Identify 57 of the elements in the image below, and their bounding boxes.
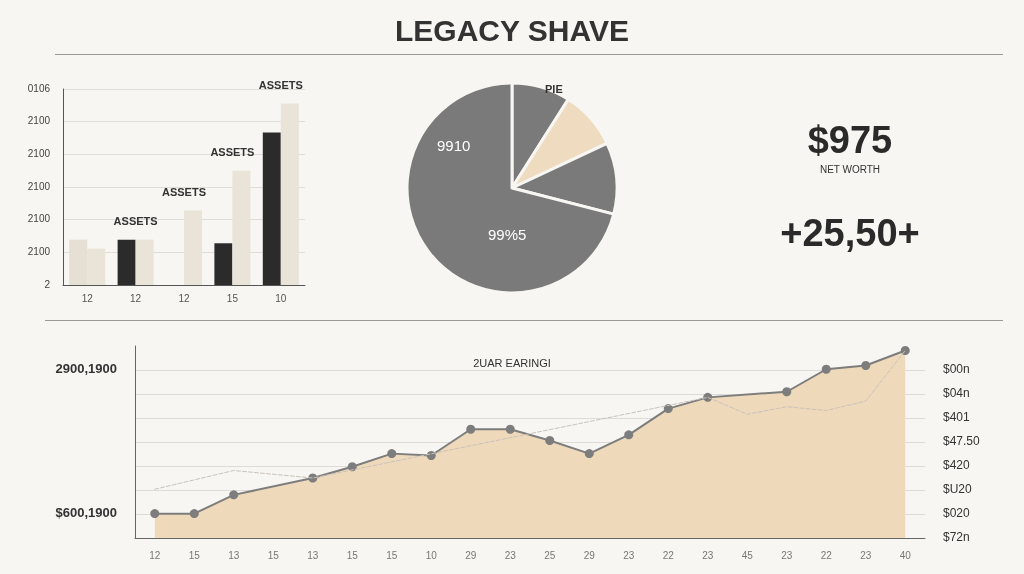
annotation: ASSETS xyxy=(162,186,207,199)
x-tick-label: 23 xyxy=(702,549,714,561)
x-tick-label: 12 xyxy=(149,549,161,561)
text: 2UAR EARINGI xyxy=(473,356,551,369)
x-tick-label: 15 xyxy=(386,549,398,561)
x-tick-label: 29 xyxy=(583,549,596,561)
text: 9910 xyxy=(437,137,471,154)
text: $600,1900 xyxy=(55,505,117,520)
x-tick-label: 13 xyxy=(307,549,319,561)
x-tick-label: 23 xyxy=(623,549,635,561)
x-tick-label: 29 xyxy=(465,549,477,561)
text: $420 xyxy=(943,458,971,472)
x-tick-label: 23 xyxy=(504,549,517,561)
text: 2100 xyxy=(27,115,51,127)
text: 2900,1900 xyxy=(55,361,117,376)
x-tick-label: 22 xyxy=(820,549,833,561)
text: 2100 xyxy=(27,180,51,192)
x-tick-label: 15 xyxy=(188,549,201,561)
text: 2100 xyxy=(27,245,51,257)
bar xyxy=(262,132,281,285)
bar xyxy=(117,239,136,285)
text: 2100 xyxy=(27,213,51,225)
text: 2100 xyxy=(27,147,51,159)
x-tick-label: 22 xyxy=(662,549,675,561)
x-tick-label: 13 xyxy=(228,549,240,561)
text: $47.50 xyxy=(943,434,981,448)
x-tick-label: 15 xyxy=(226,292,239,304)
text: $04n xyxy=(943,386,970,400)
annotation: ASSETS xyxy=(210,146,255,159)
x-tick-label: 12 xyxy=(81,292,94,304)
x-tick-label: 10 xyxy=(425,549,438,561)
bar xyxy=(214,243,233,285)
text: 99%5 xyxy=(488,226,527,243)
text: ASSETS xyxy=(258,79,303,92)
text: $72n xyxy=(943,530,970,544)
text: NET WORTH xyxy=(818,163,882,175)
x-tick-label: 23 xyxy=(781,549,793,561)
x-tick-label: 12 xyxy=(130,292,142,304)
text: 0106 xyxy=(27,82,51,94)
text: $020 xyxy=(943,506,971,520)
x-tick-label: 45 xyxy=(741,549,754,561)
x-tick-label: 12 xyxy=(178,292,190,304)
text: $U20 xyxy=(943,482,973,496)
text: +25,50+ xyxy=(779,211,921,255)
text: $00n xyxy=(943,362,970,376)
x-tick-label: 10 xyxy=(275,292,287,304)
x-tick-label: 15 xyxy=(267,549,280,561)
x-tick-label: 25 xyxy=(544,549,556,561)
text: 2 xyxy=(44,278,51,290)
text: $401 xyxy=(943,410,971,424)
text: LEGACY SHAVE xyxy=(394,14,630,48)
text: $975 xyxy=(806,119,894,162)
chart-title: PIE xyxy=(545,82,563,95)
x-tick-label: 15 xyxy=(346,549,359,561)
x-tick-label: 40 xyxy=(899,549,912,561)
annotation: ASSETS xyxy=(113,215,158,228)
x-tick-label: 23 xyxy=(860,549,872,561)
